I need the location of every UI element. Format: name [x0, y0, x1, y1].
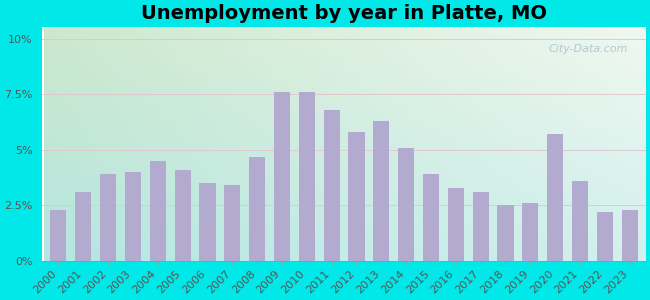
Bar — [423, 174, 439, 261]
Bar — [299, 92, 315, 261]
Bar — [75, 192, 91, 261]
Bar — [249, 157, 265, 261]
Bar — [274, 92, 290, 261]
Bar — [497, 206, 514, 261]
Title: Unemployment by year in Platte, MO: Unemployment by year in Platte, MO — [141, 4, 547, 23]
Bar — [348, 132, 365, 261]
Bar — [448, 188, 464, 261]
Bar — [572, 181, 588, 261]
Bar — [100, 174, 116, 261]
Text: City-Data.com: City-Data.com — [548, 44, 628, 54]
Bar — [473, 192, 489, 261]
Bar — [324, 110, 340, 261]
Bar — [224, 185, 240, 261]
Bar — [150, 161, 166, 261]
Bar — [398, 148, 414, 261]
Bar — [373, 121, 389, 261]
Bar — [547, 134, 564, 261]
Bar — [597, 212, 613, 261]
Bar — [50, 210, 66, 261]
Bar — [125, 172, 141, 261]
Bar — [200, 183, 216, 261]
Bar — [621, 210, 638, 261]
Bar — [175, 170, 190, 261]
Bar — [522, 203, 538, 261]
